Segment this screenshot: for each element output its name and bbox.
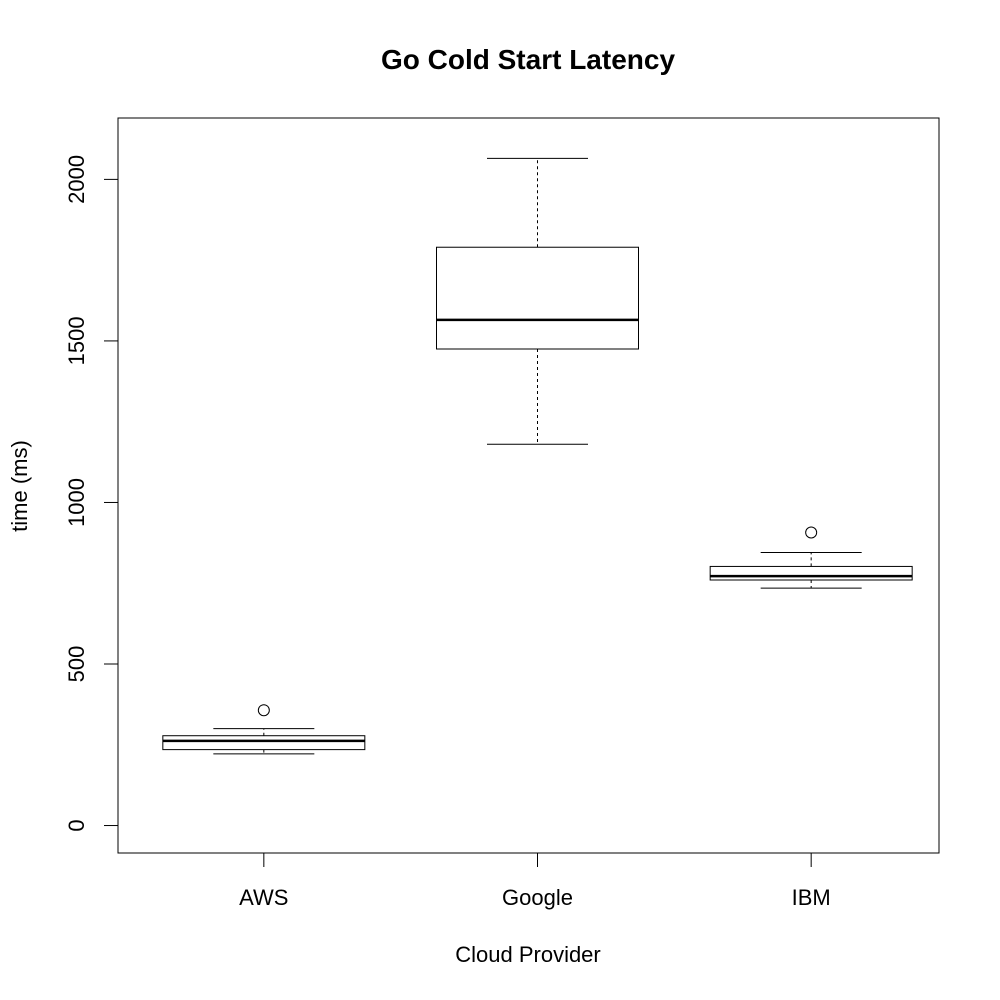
box-iqr bbox=[436, 246, 639, 350]
y-axis: 0 500 1000 1500 2000 bbox=[64, 155, 119, 832]
y-tick-label: 2000 bbox=[64, 155, 89, 204]
y-tick-label: 0 bbox=[64, 819, 89, 831]
box-group bbox=[162, 157, 913, 755]
x-axis-label: Cloud Provider bbox=[455, 942, 601, 967]
outlier-point bbox=[805, 526, 818, 539]
y-tick-label: 1000 bbox=[64, 478, 89, 527]
box-iqr bbox=[162, 735, 366, 751]
x-tick-label: Google bbox=[502, 885, 573, 910]
x-tick-label: IBM bbox=[792, 885, 831, 910]
x-axis: AWS Google IBM bbox=[239, 852, 831, 910]
y-tick-label: 500 bbox=[64, 646, 89, 683]
y-axis-label: time (ms) bbox=[7, 440, 32, 532]
x-tick-label: AWS bbox=[239, 885, 288, 910]
box-iqr bbox=[709, 565, 913, 581]
chart-title: Go Cold Start Latency bbox=[381, 44, 675, 75]
outlier-point bbox=[257, 704, 270, 717]
y-tick-label: 1500 bbox=[64, 316, 89, 365]
